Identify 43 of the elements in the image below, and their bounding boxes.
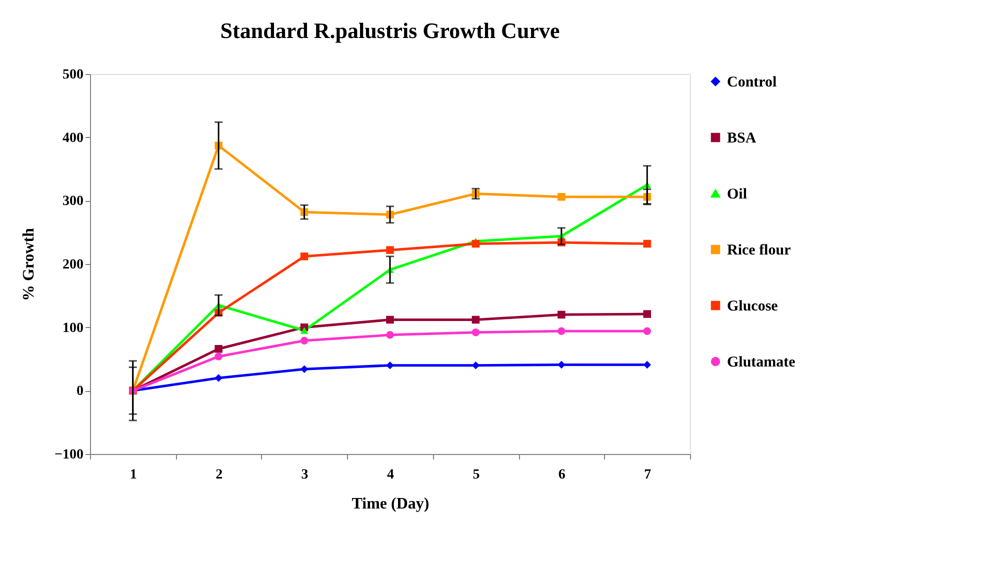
point: [472, 328, 480, 336]
x-tick-label: 4: [387, 468, 394, 482]
point: [472, 316, 480, 324]
y-tick-label: 200: [62, 258, 84, 272]
point: [214, 344, 222, 353]
legend-label: Control: [727, 74, 777, 90]
y-tick-label: −100: [54, 448, 84, 462]
point: [300, 365, 308, 374]
point: [300, 336, 308, 344]
chart-title: Standard R.palustris Growth Curve: [220, 18, 560, 43]
x-tick-label: 1: [130, 468, 137, 482]
point: [643, 240, 652, 248]
y-axis-title: % Growth: [20, 228, 38, 302]
point: [300, 252, 308, 260]
point: [558, 310, 566, 319]
point: [300, 327, 308, 334]
x-tick-label: 7: [644, 468, 652, 482]
legend-label: Rice flour: [727, 242, 792, 258]
y-tick-label: 300: [62, 194, 84, 210]
x-axis-title: Time (Day): [352, 496, 430, 512]
point: [214, 374, 222, 382]
legend-label: Glutamate: [727, 354, 796, 370]
point: [386, 246, 394, 254]
point: [643, 310, 652, 318]
point: [386, 316, 394, 324]
point: [558, 327, 566, 335]
legend-label: BSA: [727, 130, 756, 146]
point: [558, 192, 566, 201]
x-tick-label: 3: [301, 468, 308, 482]
y-tick-label: 500: [62, 68, 84, 82]
y-tick-label: 400: [62, 130, 84, 146]
point: [386, 331, 394, 339]
point: [214, 352, 222, 360]
point: [643, 327, 652, 335]
x-tick-label: 2: [216, 468, 223, 482]
legend-label: Glucose: [727, 298, 778, 314]
legend-label: Oil: [727, 186, 748, 202]
y-tick-label: 100: [62, 320, 84, 336]
point: [472, 240, 480, 248]
y-tick-label: 0: [76, 384, 84, 400]
x-tick-label: 6: [558, 468, 566, 482]
x-tick-label: 5: [472, 468, 480, 482]
point: [386, 361, 394, 370]
